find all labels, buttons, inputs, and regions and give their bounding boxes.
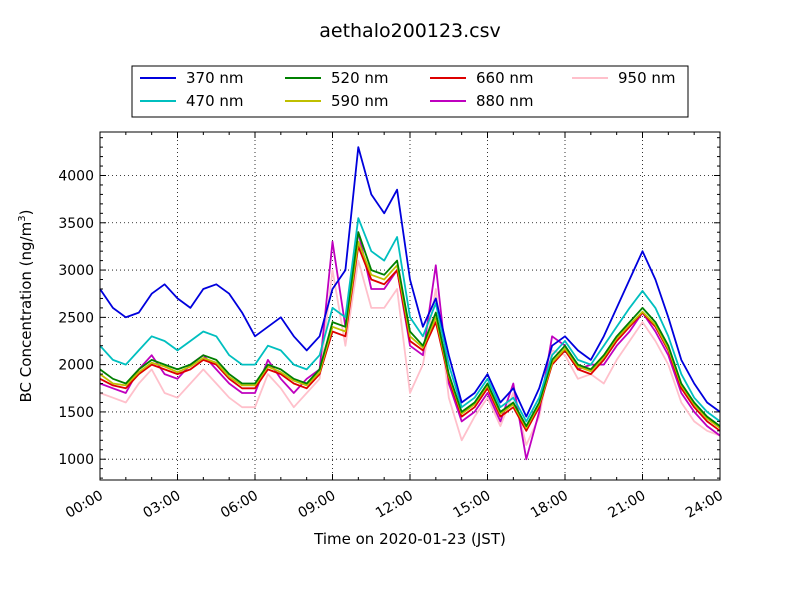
- x-tick-label: 09:00: [296, 488, 339, 522]
- y-axis-label: BC Concentration (ng/m3): [17, 210, 35, 403]
- series-line-590-nm: [99, 240, 721, 429]
- y-axis-label-superscript: 3: [17, 215, 28, 221]
- legend-entry: 370 nm: [140, 69, 244, 87]
- x-tick-label: 21:00: [606, 488, 649, 522]
- y-axis-label-close: ): [17, 210, 35, 216]
- x-tick-label: 12:00: [373, 488, 416, 522]
- x-tick-label: 06:00: [218, 488, 261, 522]
- legend-label: 590 nm: [331, 92, 389, 110]
- y-tick-label: 1500: [58, 405, 94, 421]
- legend-entry: 590 nm: [285, 92, 389, 110]
- x-tick-label: 15:00: [451, 488, 494, 522]
- x-tick-labels: 00:00 03:00 06:00 09:00 12:00 15:00 18:00 21:00…: [63, 488, 726, 522]
- legend-label: 660 nm: [476, 69, 534, 87]
- legend-entry: 520 nm: [285, 69, 389, 87]
- legend: 370 nm 470 nm 520 nm 590 nm 660 nm 880 nm 950 …: [131, 65, 689, 118]
- legend-entry: 880 nm: [430, 92, 534, 110]
- series-line-950-nm: [99, 259, 721, 446]
- series-line-660-nm: [99, 245, 721, 432]
- legend-label: 950 nm: [618, 69, 676, 87]
- series-line-370-nm: [99, 146, 721, 418]
- legend-label: 520 nm: [331, 69, 389, 87]
- grid-lines: [100, 132, 720, 480]
- chart-title: aethalo200123.csv: [319, 20, 501, 42]
- x-tick-label: 24:00: [683, 488, 726, 522]
- y-axis-label-main: BC Concentration (ng/m: [17, 222, 35, 403]
- x-axis-label: Time on 2020-01-23 (JST): [313, 530, 506, 548]
- series-line-520-nm: [99, 231, 721, 428]
- legend-entry: 950 nm: [572, 69, 676, 87]
- x-tick-label: 00:00: [63, 488, 106, 522]
- y-tick-label: 1000: [58, 452, 94, 468]
- y-tick-label: 2500: [58, 310, 94, 326]
- y-tick-labels: 1000 1500 2000 2500 3000 3500 4000: [58, 169, 94, 469]
- series-lines: [99, 146, 721, 461]
- legend-label: 880 nm: [476, 92, 534, 110]
- axis-ticks: [99, 132, 721, 480]
- series-line-470-nm: [99, 217, 721, 423]
- legend-entry: 660 nm: [430, 69, 534, 87]
- y-tick-label: 3500: [58, 216, 94, 232]
- legend-entry: 470 nm: [140, 92, 244, 110]
- legend-box: [131, 65, 689, 118]
- legend-label: 470 nm: [186, 92, 244, 110]
- x-tick-label: 18:00: [528, 488, 571, 522]
- x-tick-label: 03:00: [141, 488, 184, 522]
- y-tick-label: 3000: [58, 263, 94, 279]
- legend-label: 370 nm: [186, 69, 244, 87]
- y-tick-label: 2000: [58, 358, 94, 374]
- y-tick-label: 4000: [58, 169, 94, 185]
